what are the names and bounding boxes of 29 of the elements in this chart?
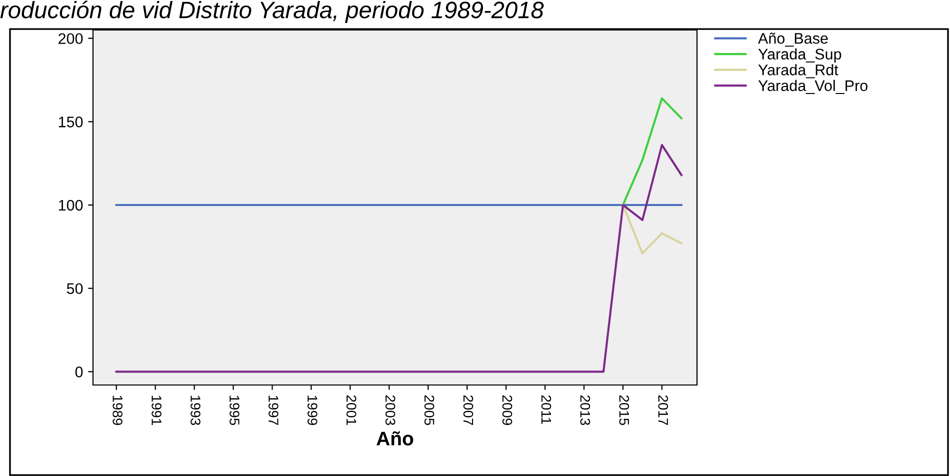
line-series bbox=[622, 204, 682, 254]
legend-label: Yarada_Sup bbox=[758, 48, 842, 63]
x-tick-label: 2015 bbox=[619, 395, 630, 426]
y-tick-label: 50 bbox=[66, 283, 83, 294]
legend-label: Yarada_Rdt bbox=[758, 64, 838, 78]
line-series bbox=[622, 97, 682, 206]
x-tick-label: 1995 bbox=[230, 396, 240, 426]
x-tick-label: 1997 bbox=[268, 396, 278, 425]
legend-label: Año_Base bbox=[758, 32, 828, 47]
x-tick-label: 2017 bbox=[658, 395, 668, 425]
x-tick-label: 1989 bbox=[112, 396, 122, 425]
y-tick-label: 0 bbox=[75, 366, 83, 378]
x-tick-label: 2009 bbox=[502, 395, 512, 425]
y-tick-label: 200 bbox=[58, 33, 83, 44]
y-tick-label: 100 bbox=[58, 200, 83, 211]
x-tick-label: 1991 bbox=[152, 396, 162, 425]
legend-label: Yarada_Vol_Pro bbox=[758, 80, 868, 94]
line-series bbox=[115, 144, 682, 373]
y-tick-label: 150 bbox=[58, 116, 83, 128]
x-tick-label: 2003 bbox=[385, 395, 396, 426]
x-tick-label: 2007 bbox=[463, 395, 474, 425]
x-tick-label: 1999 bbox=[307, 396, 318, 425]
chart-title: roducción de vid Distrito Yarada, periodo 1989-2018 bbox=[0, 0, 544, 24]
x-tick-label: 1993 bbox=[190, 396, 200, 426]
x-axis-title: Año bbox=[376, 431, 414, 446]
x-tick-label: 2013 bbox=[580, 395, 590, 426]
x-tick-label: 2001 bbox=[346, 395, 356, 425]
x-tick-label: 2011 bbox=[541, 395, 552, 424]
x-tick-label: 2005 bbox=[424, 395, 434, 426]
